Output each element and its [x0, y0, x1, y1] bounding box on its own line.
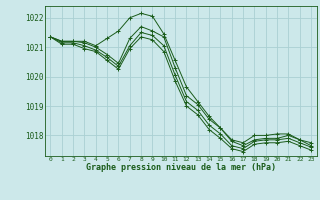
X-axis label: Graphe pression niveau de la mer (hPa): Graphe pression niveau de la mer (hPa)	[86, 163, 276, 172]
